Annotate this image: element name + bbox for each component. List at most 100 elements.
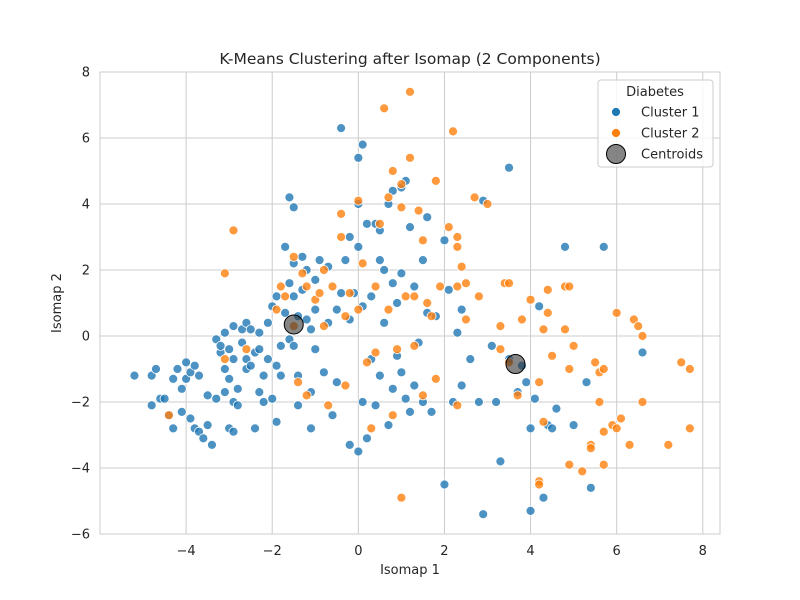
cluster-2-point — [362, 357, 372, 368]
legend-label-cluster-1: Cluster 1 — [641, 106, 700, 121]
cluster-2-point — [473, 291, 484, 302]
cluster-1-point — [263, 354, 273, 365]
cluster-1-point — [366, 291, 377, 302]
cluster-2-point — [219, 354, 230, 365]
cluster-1-point — [336, 288, 347, 299]
cluster-1-point — [310, 274, 321, 285]
cluster-1-point — [525, 505, 536, 516]
cluster-1-point — [254, 387, 265, 398]
cluster-2-point — [568, 340, 579, 351]
cluster-2-point — [301, 281, 312, 292]
cluster-2-point — [422, 298, 433, 308]
cluster-2-point — [413, 205, 424, 216]
cluster-2-point — [370, 347, 381, 358]
cluster-1-point — [288, 202, 299, 213]
cluster-2-point — [340, 311, 351, 322]
cluster-1-point — [211, 393, 222, 404]
cluster-1-point — [297, 251, 308, 262]
cluster-1-point — [254, 344, 265, 355]
cluster-1-point — [418, 255, 428, 266]
cluster-2-point — [370, 281, 381, 292]
cluster-1-point — [491, 397, 502, 407]
cluster-1-point — [284, 192, 295, 203]
cluster-1-point — [288, 291, 299, 302]
cluster-1-point — [353, 152, 364, 163]
cluster-2-point — [228, 225, 239, 236]
centroid-point — [283, 314, 304, 335]
cluster-1-point — [310, 304, 321, 315]
cluster-2-point — [383, 304, 394, 315]
legend-marker-cluster-1 — [611, 107, 621, 117]
cluster-2-point — [517, 314, 527, 325]
cluster-2-point — [452, 232, 463, 242]
cluster-1-point — [275, 370, 286, 381]
cluster-2-point — [598, 364, 609, 374]
cluster-2-point — [482, 199, 493, 209]
cluster-1-point — [318, 367, 329, 378]
cluster-1-point — [362, 218, 372, 229]
x-tick-label: −4 — [177, 544, 196, 559]
cluster-1-point — [379, 265, 390, 275]
cluster-1-point — [409, 281, 420, 292]
cluster-1-point — [357, 397, 368, 407]
legend-marker-cluster-2 — [611, 128, 621, 138]
cluster-1-point — [392, 298, 402, 308]
cluster-2-point — [684, 423, 695, 434]
x-tick-label: 4 — [526, 544, 534, 559]
cluster-1-point — [637, 347, 648, 358]
cluster-1-point — [534, 301, 545, 312]
cluster-1-point — [314, 255, 325, 266]
cluster-2-point — [594, 397, 605, 407]
centroid-markers — [283, 314, 526, 375]
x-tick-label: −2 — [263, 544, 282, 559]
cluster-1-point — [551, 403, 562, 414]
cluster-1-point — [374, 255, 385, 266]
cluster-1-point — [560, 241, 570, 252]
cluster-1-point — [486, 340, 497, 351]
y-axis-ticks: −6 −4 −2 0 2 4 6 8 — [71, 66, 90, 543]
cluster-1-point — [219, 387, 230, 398]
cluster-1-point — [224, 344, 235, 355]
cluster-1-point — [340, 255, 351, 266]
cluster-2-point — [452, 281, 463, 292]
cluster-2-point — [374, 218, 385, 229]
cluster-1-point — [271, 360, 282, 371]
cluster-2-point — [336, 232, 347, 242]
cluster-2-point — [542, 307, 553, 318]
cluster-2-point — [538, 324, 549, 335]
cluster-2-point — [271, 304, 282, 315]
cluster-2-point — [456, 261, 467, 272]
cluster-1-point — [271, 291, 282, 302]
cluster-2-point — [353, 195, 364, 206]
cluster-2-point — [301, 390, 312, 401]
cluster-1-point — [232, 400, 243, 411]
y-tick-label: 2 — [82, 264, 90, 279]
cluster-2-point — [585, 443, 596, 454]
cluster-1-point — [215, 340, 226, 351]
cluster-1-point — [176, 383, 187, 394]
cluster-2-point — [353, 304, 364, 315]
cluster-1-point — [344, 439, 355, 450]
cluster-2-point — [547, 350, 557, 361]
cluster-2-point — [336, 208, 347, 219]
cluster-2-point — [611, 307, 622, 318]
cluster-2-point — [461, 314, 471, 325]
cluster-1-point — [146, 400, 157, 411]
cluster-1-point — [473, 397, 484, 407]
cluster-1-point — [280, 241, 291, 252]
cluster-1-point — [258, 370, 269, 381]
cluster-2-point — [387, 166, 398, 176]
cluster-2-point — [430, 175, 441, 186]
x-axis-label: Isomap 1 — [380, 563, 440, 578]
cluster-2-point — [598, 426, 609, 437]
cluster-2-point — [219, 268, 230, 279]
cluster-1-point — [228, 354, 239, 365]
cluster-1-point — [353, 446, 364, 457]
cluster-2-point — [288, 251, 299, 262]
cluster-1-point — [202, 420, 213, 431]
cluster-1-point — [250, 423, 260, 434]
cluster-2-point — [387, 410, 398, 421]
cluster-2-point — [163, 410, 174, 421]
cluster-2-point — [663, 439, 674, 450]
cluster-2-point — [318, 321, 329, 332]
